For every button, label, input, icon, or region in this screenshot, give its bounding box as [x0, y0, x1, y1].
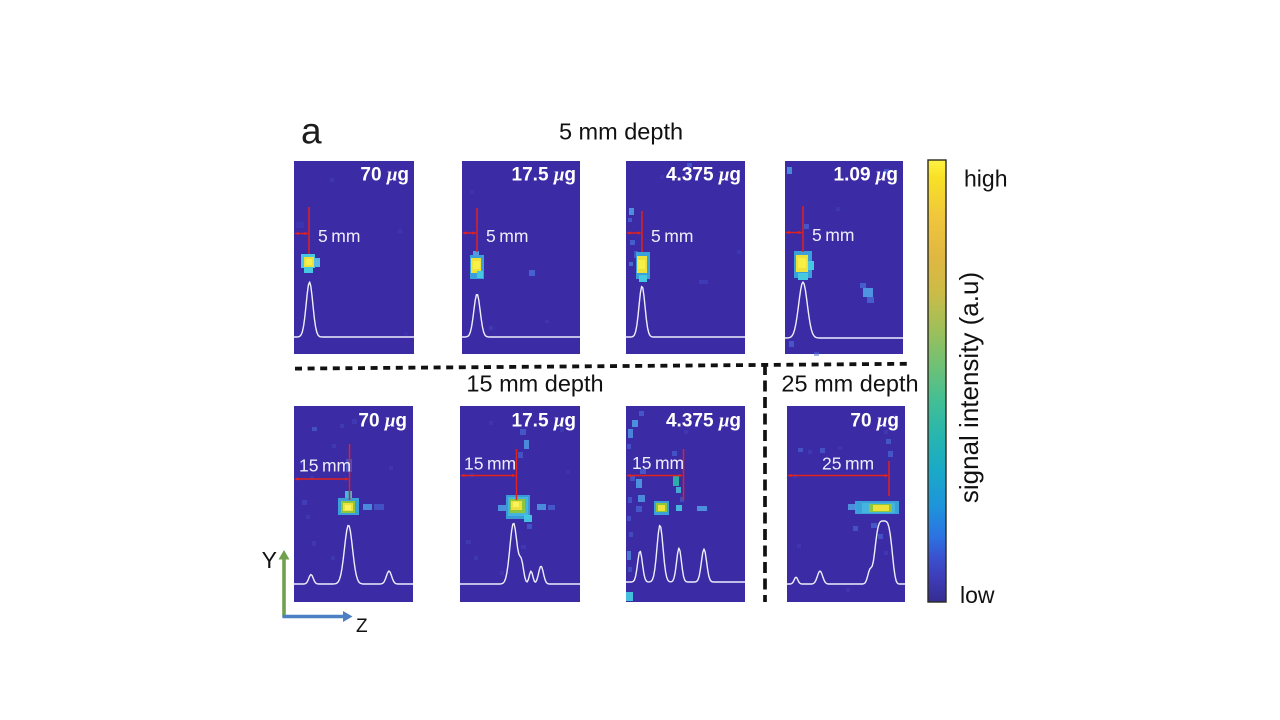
svg-text:5 mm: 5 mm: [651, 226, 693, 246]
svg-text:15 mm: 15 mm: [464, 454, 516, 474]
svg-text:70 μg: 70 μg: [360, 165, 409, 186]
svg-text:5 mm: 5 mm: [318, 226, 360, 246]
svg-text:5 mm depth: 5 mm depth: [559, 119, 683, 145]
svg-text:70 μg: 70 μg: [358, 411, 407, 432]
svg-text:signal intensity (a.u): signal intensity (a.u): [954, 272, 984, 503]
svg-text:4.375 μg: 4.375 μg: [666, 411, 741, 432]
svg-text:25 mm depth: 25 mm depth: [781, 370, 918, 396]
svg-text:15 mm: 15 mm: [632, 453, 684, 473]
svg-text:17.5 μg: 17.5 μg: [512, 165, 576, 186]
svg-text:1.09 μg: 1.09 μg: [834, 165, 898, 186]
svg-text:5 mm: 5 mm: [812, 225, 854, 245]
svg-text:low: low: [960, 582, 995, 608]
svg-text:5 mm: 5 mm: [486, 226, 528, 246]
svg-text:a: a: [301, 111, 322, 152]
svg-text:high: high: [964, 166, 1007, 192]
svg-text:4.375 μg: 4.375 μg: [666, 165, 741, 186]
svg-text:15 mm: 15 mm: [299, 456, 351, 476]
svg-text:15 mm depth: 15 mm depth: [466, 370, 603, 396]
svg-text:17.5 μg: 17.5 μg: [512, 411, 576, 432]
svg-text:Y: Y: [262, 547, 277, 573]
svg-text:25 mm: 25 mm: [822, 454, 874, 474]
svg-text:70 μg: 70 μg: [850, 411, 899, 432]
svg-text:Z: Z: [356, 616, 368, 637]
